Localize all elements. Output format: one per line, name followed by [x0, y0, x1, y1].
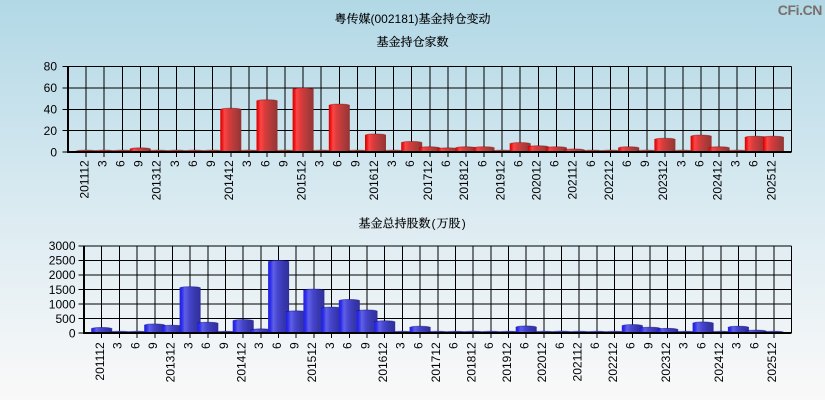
- svg-text:201412: 201412: [235, 342, 249, 382]
- svg-text:6: 6: [518, 342, 532, 349]
- svg-text:202212: 202212: [606, 342, 620, 382]
- svg-text:6: 6: [512, 160, 526, 167]
- svg-text:202112: 202112: [566, 160, 580, 199]
- svg-text:202312: 202312: [656, 160, 670, 200]
- svg-text:201312: 201312: [164, 342, 178, 382]
- svg-text:6: 6: [482, 342, 496, 349]
- svg-text:3: 3: [394, 342, 408, 349]
- svg-text:201812: 201812: [464, 342, 478, 382]
- svg-text:201912: 201912: [500, 342, 514, 382]
- svg-text:201812: 201812: [457, 160, 471, 200]
- svg-text:CFi.CN: CFi.CN: [778, 2, 823, 18]
- svg-text:1500: 1500: [49, 283, 76, 297]
- svg-text:2000: 2000: [49, 268, 76, 282]
- svg-text:6: 6: [186, 160, 200, 167]
- svg-text:201612: 201612: [367, 160, 381, 200]
- svg-text:201712: 201712: [421, 160, 435, 200]
- svg-text:9: 9: [276, 160, 290, 167]
- svg-text:6: 6: [447, 342, 461, 349]
- svg-text:9: 9: [358, 342, 372, 349]
- svg-text:(: (: [432, 217, 436, 231]
- svg-text:201712: 201712: [429, 342, 443, 382]
- svg-text:3: 3: [181, 342, 195, 349]
- svg-text:6: 6: [411, 342, 425, 349]
- svg-text:202012: 202012: [530, 160, 544, 200]
- svg-text:9: 9: [641, 342, 655, 349]
- svg-text:202512: 202512: [765, 342, 779, 382]
- svg-text:3: 3: [111, 342, 125, 349]
- svg-text:20: 20: [44, 124, 58, 138]
- svg-text:201512: 201512: [305, 342, 319, 382]
- svg-text:(002181): (002181): [371, 12, 419, 26]
- svg-text:6: 6: [624, 342, 638, 349]
- svg-text:202412: 202412: [710, 160, 724, 200]
- svg-text:0: 0: [50, 145, 57, 159]
- svg-text:6: 6: [584, 160, 598, 167]
- svg-text:9: 9: [288, 342, 302, 349]
- svg-text:3: 3: [240, 160, 254, 167]
- svg-text:202012: 202012: [535, 342, 549, 382]
- svg-text:202112: 202112: [571, 342, 585, 381]
- svg-text:6: 6: [403, 160, 417, 167]
- svg-text:201612: 201612: [376, 342, 390, 382]
- svg-text:6: 6: [258, 160, 272, 167]
- svg-text:6: 6: [747, 342, 761, 349]
- svg-text:1000: 1000: [49, 297, 76, 311]
- svg-text:201112: 201112: [93, 342, 107, 381]
- svg-text:): ): [462, 217, 466, 231]
- svg-text:6: 6: [694, 342, 708, 349]
- svg-text:201512: 201512: [294, 160, 308, 200]
- svg-text:201112: 201112: [77, 160, 91, 199]
- svg-text:6: 6: [692, 160, 706, 167]
- svg-text:3: 3: [313, 160, 327, 167]
- svg-text:3: 3: [252, 342, 266, 349]
- svg-text:0: 0: [69, 326, 76, 340]
- svg-text:3: 3: [730, 342, 744, 349]
- svg-text:6: 6: [588, 342, 602, 349]
- svg-text:6: 6: [553, 342, 567, 349]
- svg-text:40: 40: [44, 103, 58, 117]
- svg-text:202212: 202212: [602, 160, 616, 200]
- svg-text:3: 3: [677, 342, 691, 349]
- svg-text:6: 6: [331, 160, 345, 167]
- svg-text:3: 3: [168, 160, 182, 167]
- svg-text:9: 9: [349, 160, 363, 167]
- svg-text:6: 6: [475, 160, 489, 167]
- svg-text:9: 9: [217, 342, 231, 349]
- svg-text:201412: 201412: [222, 160, 236, 200]
- svg-text:80: 80: [44, 60, 58, 74]
- svg-text:202512: 202512: [765, 160, 779, 200]
- svg-text:9: 9: [204, 160, 218, 167]
- svg-text:9: 9: [132, 160, 146, 167]
- svg-text:3000: 3000: [49, 239, 76, 253]
- svg-text:6: 6: [341, 342, 355, 349]
- svg-text:3: 3: [96, 160, 110, 167]
- svg-text:202412: 202412: [712, 342, 726, 382]
- svg-text:9: 9: [638, 160, 652, 167]
- svg-text:6: 6: [548, 160, 562, 167]
- svg-text:3: 3: [729, 160, 743, 167]
- svg-text:9: 9: [146, 342, 160, 349]
- svg-text:6: 6: [199, 342, 213, 349]
- svg-text:3: 3: [385, 160, 399, 167]
- svg-text:6: 6: [620, 160, 634, 167]
- svg-text:201312: 201312: [150, 160, 164, 200]
- svg-text:6: 6: [128, 342, 142, 349]
- svg-text:2500: 2500: [49, 254, 76, 268]
- svg-text:6: 6: [114, 160, 128, 167]
- svg-text:500: 500: [55, 312, 75, 326]
- svg-text:60: 60: [44, 81, 58, 95]
- svg-text:6: 6: [439, 160, 453, 167]
- svg-text:201912: 201912: [493, 160, 507, 200]
- svg-text:6: 6: [270, 342, 284, 349]
- svg-text:202312: 202312: [659, 342, 673, 382]
- svg-text:6: 6: [747, 160, 761, 167]
- svg-text:3: 3: [323, 342, 337, 349]
- svg-text:3: 3: [674, 160, 688, 167]
